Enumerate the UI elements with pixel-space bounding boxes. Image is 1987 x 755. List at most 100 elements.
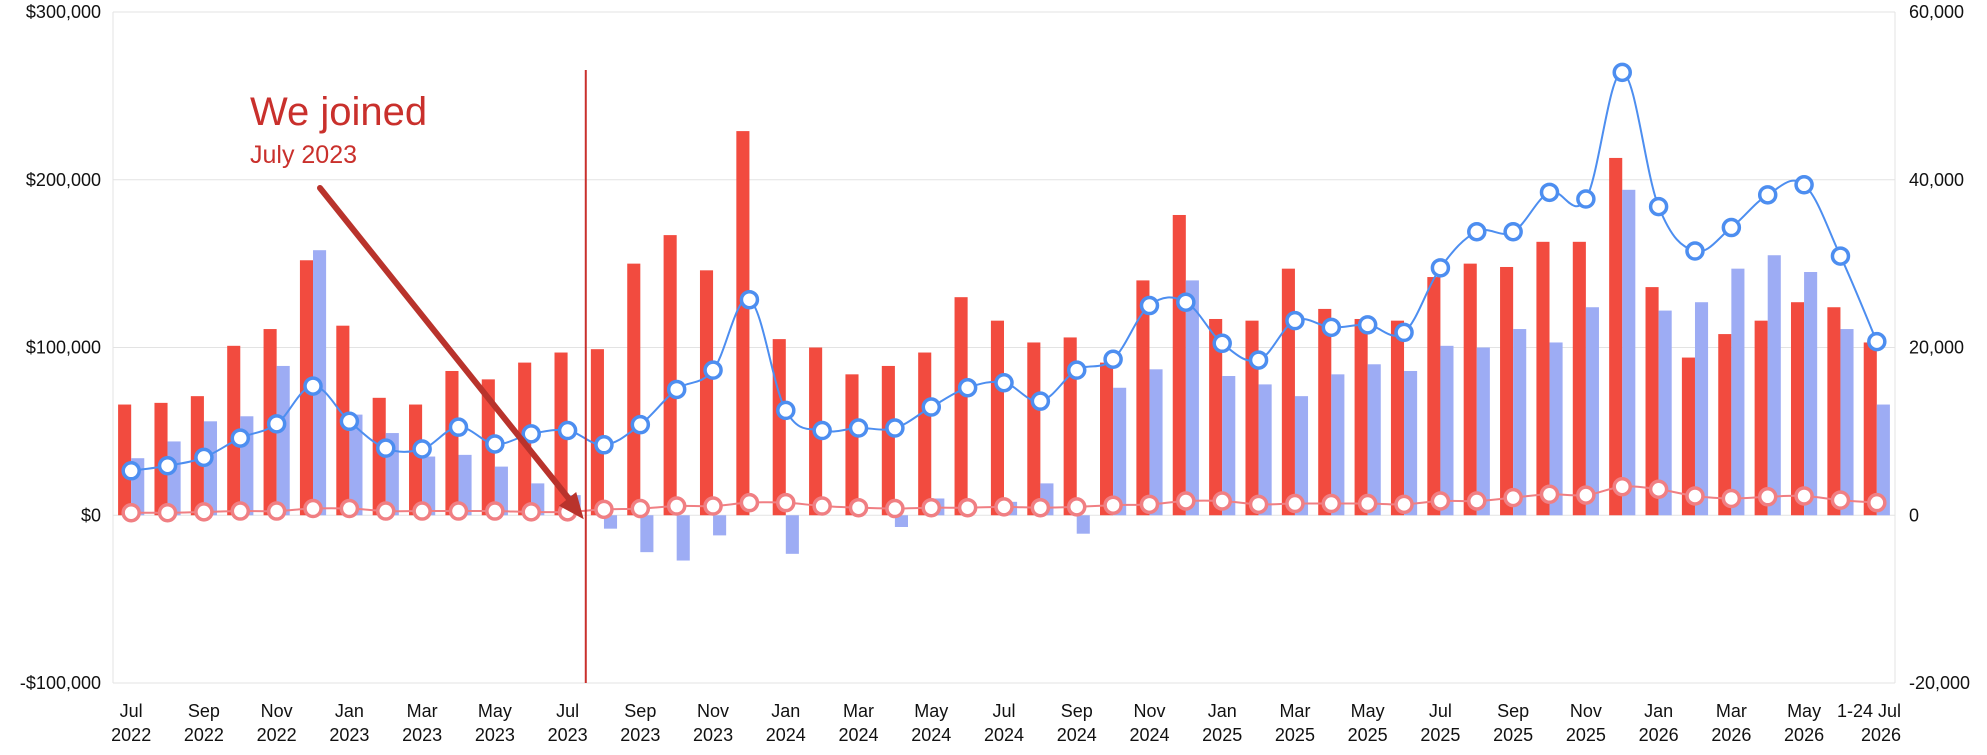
- bar-series-2-bar: [1294, 396, 1309, 516]
- bar-series-1-bar: [445, 370, 459, 516]
- bar-series-1-bar: [1063, 337, 1077, 516]
- x-axis-tick-month: Nov: [1133, 701, 1165, 721]
- bar-series-1-bar: [1427, 277, 1441, 516]
- x-axis-tick-year: 2024: [984, 725, 1024, 745]
- bar-series-2-bar: [1076, 515, 1090, 534]
- line-series-1-point: [666, 379, 687, 400]
- right-axis-tick-label: 40,000: [1909, 170, 1964, 190]
- bar-series-1-bar: [372, 397, 386, 516]
- bar-series-1-bar: [1136, 280, 1150, 516]
- line-series-1-point: [1066, 360, 1087, 380]
- bar-series-1-bar: [227, 345, 241, 516]
- line-series: [121, 62, 1887, 523]
- line-series-1-point: [303, 376, 323, 396]
- line-series-2-point: [1576, 485, 1596, 505]
- annotation-title: We joined: [250, 90, 427, 134]
- bar-series-2-bar: [422, 456, 436, 516]
- line-series-1-point: [1212, 333, 1232, 354]
- x-axis-tick-month: Jan: [335, 701, 364, 721]
- bar-series-2-bar: [458, 454, 472, 516]
- axes: -$100,000 $0 $100,000 $200,000 $300,000 -20,0…: [20, 2, 1970, 745]
- bar-series-1-bar: [1609, 157, 1623, 516]
- x-axis-tick-month: May: [1351, 701, 1385, 721]
- line-series-1-point: [1576, 189, 1596, 209]
- x-axis-tick-month: Mar: [843, 701, 874, 721]
- line-series-2-point: [1721, 488, 1742, 509]
- line-series-2-point: [303, 498, 323, 519]
- x-axis-tick-year: 2025: [1420, 725, 1460, 745]
- line-series-2-point: [521, 502, 541, 522]
- annotation-subtitle: July 2023: [250, 141, 357, 169]
- bar-series-1-bar: [1463, 263, 1477, 516]
- bar-series-1-bar: [1681, 357, 1695, 516]
- x-axis-tick-month: Mar: [407, 701, 438, 721]
- line-series-1-point: [1685, 241, 1705, 261]
- bar-series-1-bar: [663, 235, 677, 516]
- bar-series-1-bar: [699, 270, 714, 516]
- line-series-1-point: [630, 414, 651, 435]
- bar-series-2-bar: [1258, 384, 1272, 516]
- line-series-1-point: [1030, 391, 1051, 411]
- bar-series-1-bar: [1027, 342, 1041, 516]
- joined-arrow-shaft: [317, 185, 579, 511]
- line-series-2-point: [1867, 492, 1887, 513]
- line-series-1-point: [994, 372, 1014, 393]
- line-series-1-point: [776, 400, 796, 421]
- x-axis-tick-year: 2023: [620, 725, 660, 745]
- bar-series-1-bar: [1718, 334, 1732, 516]
- line-series-1-point: [194, 447, 214, 468]
- line-series-2-point: [230, 501, 251, 521]
- x-axis-tick-year: 2024: [839, 725, 879, 745]
- line-series-1-point: [921, 397, 942, 417]
- bar-series-2-bar: [1549, 342, 1563, 516]
- bar-series-2-bar: [785, 515, 799, 554]
- bar-series-2-bar: [1476, 347, 1490, 516]
- bar-series-2-bar: [640, 515, 654, 553]
- line-series-1-point: [1176, 292, 1196, 312]
- line-series-1-point: [557, 420, 578, 441]
- x-axis-tick-month: Sep: [1497, 701, 1529, 721]
- bar-series-1-bar: [1536, 241, 1550, 516]
- x-axis-tick-year: 2023: [402, 725, 442, 745]
- line-series-2-point: [1503, 487, 1523, 508]
- x-axis-tick-year: 2023: [548, 725, 588, 745]
- x-axis-tick-month: Nov: [697, 701, 729, 721]
- bar-series-2-bar: [1513, 329, 1527, 516]
- bar-series-2-bar: [1767, 255, 1781, 516]
- line-series-1-point: [1612, 62, 1632, 83]
- line-series-1-point: [1103, 349, 1123, 369]
- left-axis-tick-label: $200,000: [26, 170, 101, 190]
- x-axis-tick-month: Mar: [1279, 701, 1310, 721]
- x-axis-tick-year: 2024: [1057, 725, 1097, 745]
- line-series-2-point: [1757, 487, 1778, 507]
- right-axis-tick-label: 20,000: [1909, 338, 1964, 358]
- bar-series-2-bar: [1440, 345, 1454, 516]
- x-axis-tick-year: 2024: [1129, 725, 1169, 745]
- line-series-2-point: [957, 497, 978, 518]
- line-series-1-point: [1867, 331, 1887, 352]
- line-series-2-point: [1685, 486, 1705, 506]
- x-axis-tick-month: Jul: [556, 701, 579, 721]
- joined-arrow-head: [558, 492, 584, 520]
- line-series-1-point: [594, 435, 614, 455]
- line-series-2-point: [739, 492, 760, 513]
- x-axis-tick-year: 2023: [693, 725, 733, 745]
- line-series-2-point: [1139, 494, 1160, 515]
- x-axis-tick-year: 2026: [1784, 725, 1824, 745]
- bar-series-1-bar: [1318, 308, 1332, 516]
- bar-series-2-bar: [1694, 302, 1709, 516]
- line-series-2-point: [1394, 494, 1414, 515]
- x-axis-tick-year: 2024: [766, 725, 806, 745]
- bar-series-2-bar: [1331, 374, 1345, 516]
- left-axis-tick-label: $100,000: [26, 338, 101, 358]
- line-series-2-point: [1648, 479, 1669, 499]
- bar-series-1-bar: [1500, 266, 1514, 516]
- line-series-1-point: [1467, 222, 1487, 242]
- x-axis-tick-month: Nov: [261, 701, 293, 721]
- x-axis-tick-year: 2022: [111, 725, 151, 745]
- bar-series-1-bar: [772, 339, 786, 516]
- x-axis-tick-month: Jan: [1644, 701, 1673, 721]
- line-series-1-point: [485, 434, 505, 454]
- bar-series-1-bar: [1863, 342, 1877, 516]
